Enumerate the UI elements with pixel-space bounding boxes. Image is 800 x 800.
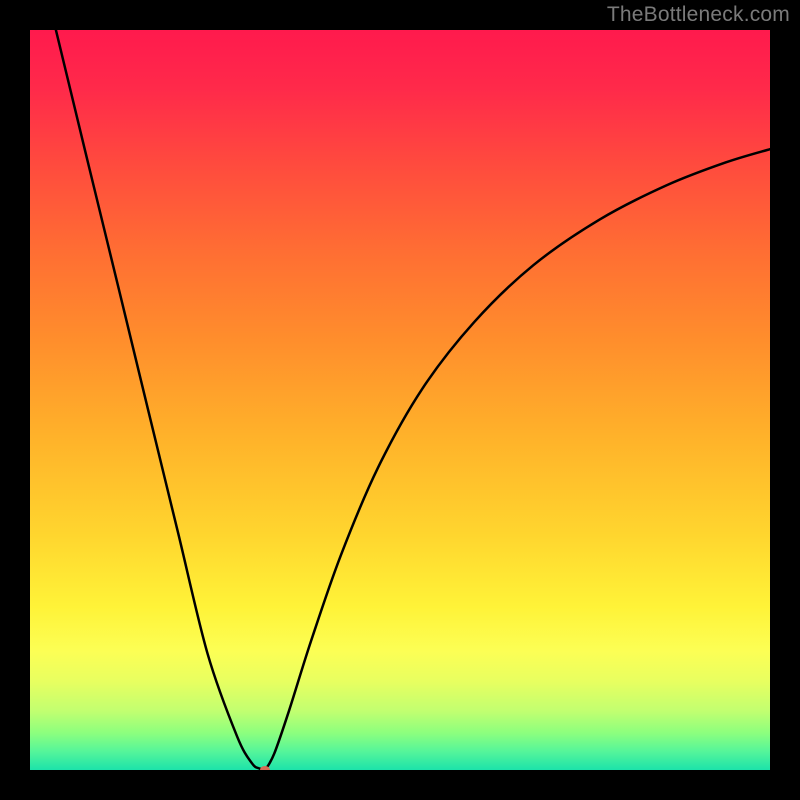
bottleneck-curve bbox=[56, 30, 770, 770]
curve-layer bbox=[30, 30, 770, 770]
chart-container: TheBottleneck.com bbox=[0, 0, 800, 800]
plot-area bbox=[30, 30, 770, 770]
watermark-text: TheBottleneck.com bbox=[607, 3, 790, 27]
optimal-point-marker bbox=[260, 766, 270, 770]
